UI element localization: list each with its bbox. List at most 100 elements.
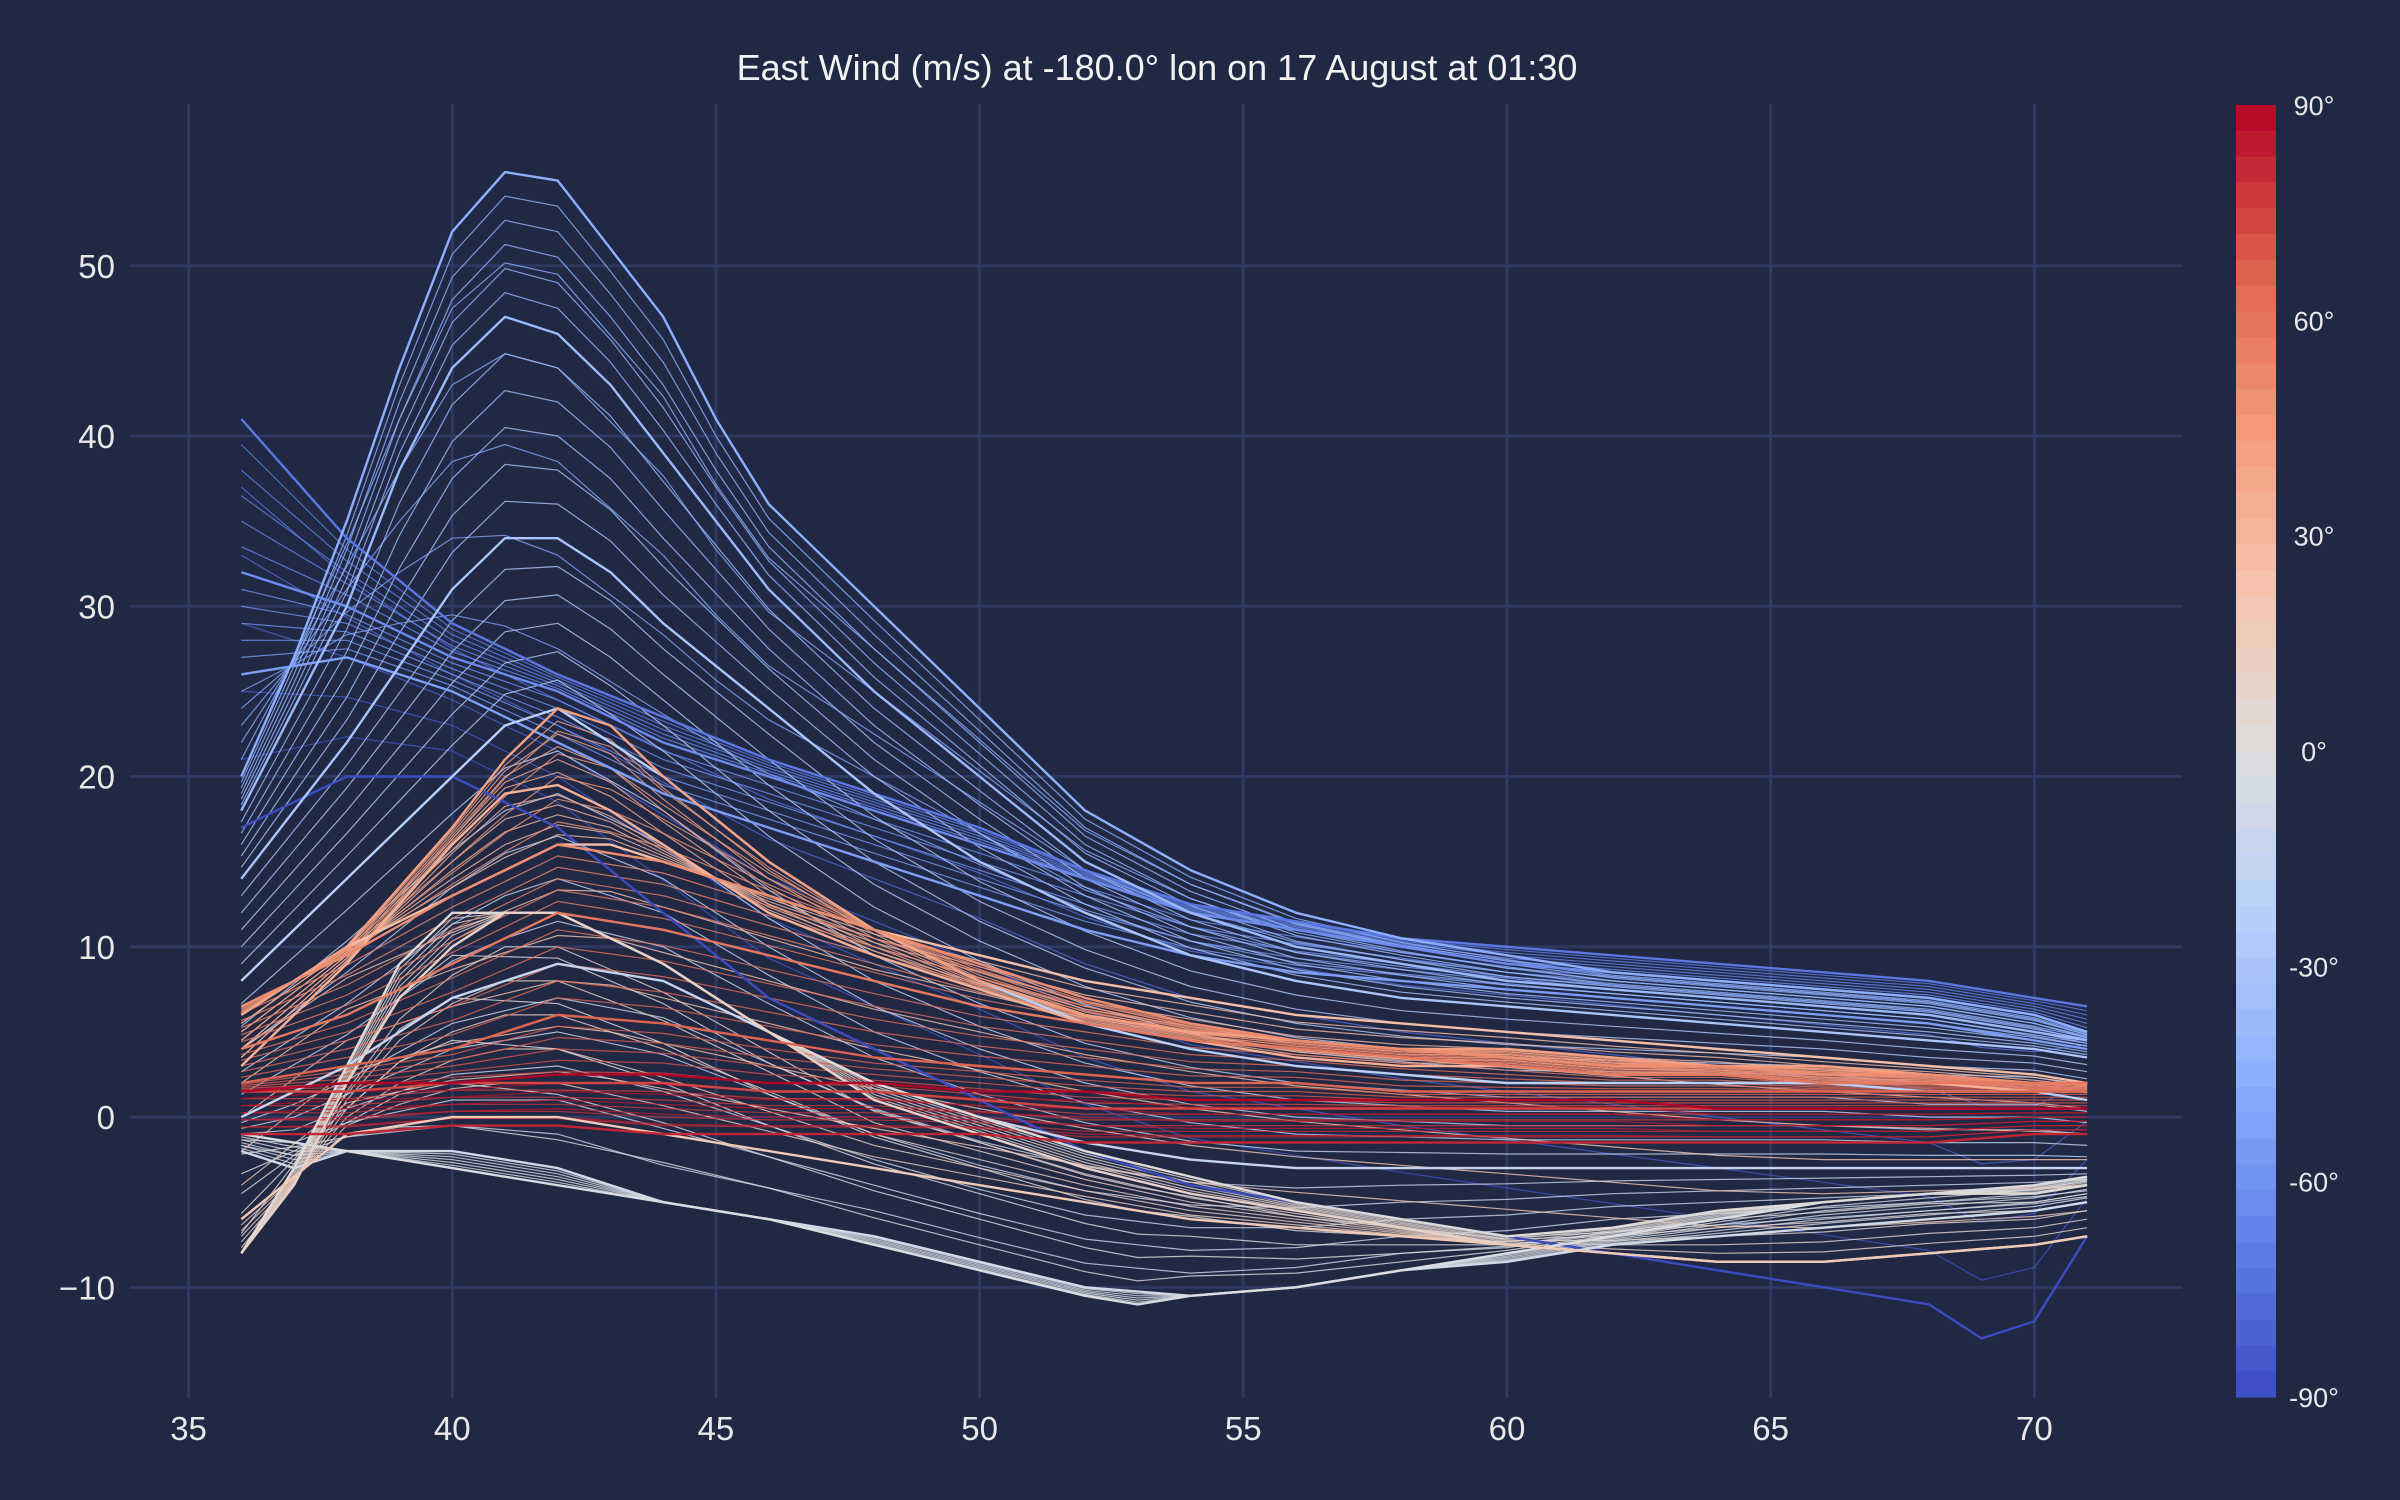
profile-line: [241, 1073, 2088, 1110]
x-tick-label: 35: [170, 1410, 207, 1447]
y-tick-label: 50: [78, 248, 115, 285]
colorbar-segment: [2236, 363, 2276, 390]
interpolated-profile-line: [241, 736, 2088, 1281]
interpolated-profile-line: [240, 353, 2088, 1044]
profile-line: [241, 656, 2088, 1051]
interpolated-profile-line: [240, 486, 2088, 1053]
colorbar-segment: [2236, 776, 2276, 804]
chart-title: East Wind (m/s) at -180.0° lon on 17 Aug…: [737, 47, 1578, 88]
x-tick-label: 55: [1225, 1410, 1262, 1447]
colorbar-segment: [2236, 570, 2276, 597]
profile-line: [240, 1149, 2088, 1298]
interpolated-profile-line: [241, 997, 2088, 1091]
colorbar-segment: [2236, 725, 2276, 752]
x-tick-label: 45: [698, 1410, 735, 1447]
colorbar-segment: [2236, 440, 2276, 468]
colorbar: 90° 60° 30° 0° -30° -60° -90°: [2236, 91, 2339, 1413]
colorbar-tick-label: -30°: [2289, 952, 2339, 982]
colorbar-segment: [2236, 466, 2276, 494]
interpolated-profile-line: [240, 443, 2088, 1041]
colorbar-segment: [2236, 311, 2276, 339]
profile-line: [240, 707, 2088, 1102]
interpolated-profile-line: [240, 753, 2088, 1084]
interpolated-profile-line: [240, 934, 2088, 1135]
colorbar-segment: [2236, 802, 2276, 830]
interpolated-profile-line: [241, 855, 2088, 1084]
interpolated-profile-line: [241, 1090, 2088, 1121]
interpolated-profile-line: [240, 219, 2088, 1036]
x-axis: 35 40 45 50 55 60 65 70: [170, 1410, 2052, 1447]
y-tick-label: −10: [59, 1269, 115, 1306]
interpolated-profile-line: [241, 889, 2088, 1084]
colorbar-segment: [2236, 1164, 2276, 1191]
colorbar-segment: [2236, 673, 2276, 700]
x-tick-label: 40: [434, 1410, 471, 1447]
colorbar-segment: [2236, 1009, 2276, 1036]
interpolated-profile-line: [241, 980, 2088, 1090]
colorbar-segment: [2236, 260, 2276, 287]
colorbar-segment: [2236, 337, 2276, 364]
colorbar-segment: [2236, 1319, 2276, 1346]
interpolated-profile-line: [241, 1059, 2088, 1104]
interpolated-profile-line: [241, 900, 2088, 1084]
colorbar-segment: [2236, 1190, 2276, 1217]
interpolated-profile-line: [241, 1139, 2088, 1301]
colorbar-segment: [2236, 1061, 2276, 1088]
interpolated-profile-line: [241, 1065, 2088, 1229]
profile-line: [240, 707, 2088, 1085]
y-tick-label: 20: [78, 759, 115, 796]
colorbar-segment: [2236, 208, 2276, 235]
profile-line: [241, 1013, 2088, 1093]
interpolated-profile-line: [241, 866, 2088, 1084]
colorbar-segment: [2236, 931, 2276, 959]
interpolated-profile-line: [241, 1025, 2088, 1096]
interpolated-profile-line: [241, 1142, 2088, 1299]
colorbar-segment: [2236, 130, 2276, 158]
interpolated-profile-line: [241, 1107, 2088, 1132]
profile-line: [240, 418, 2088, 1008]
interpolated-profile-line: [241, 775, 2088, 1084]
colorbar-segment: [2236, 234, 2276, 261]
interpolated-profile-line: [240, 426, 2088, 1050]
interpolated-profile-line: [241, 1036, 2088, 1098]
colorbar-segment: [2236, 1216, 2276, 1243]
colorbar-segment: [2236, 880, 2276, 907]
line-series: [240, 170, 2089, 1340]
colorbar-segment: [2236, 957, 2276, 985]
colorbar-segment: [2236, 1241, 2276, 1269]
colorbar-segment: [2236, 544, 2276, 571]
interpolated-profile-line: [240, 594, 2088, 1073]
profile-line: [240, 1115, 2088, 1264]
colorbar-segment: [2236, 518, 2276, 545]
colorbar-segment: [2236, 699, 2276, 726]
interpolated-profile-line: [240, 469, 2088, 1016]
colorbar-segment: [2236, 492, 2276, 520]
colorbar-segment: [2236, 285, 2276, 313]
interpolated-profile-line: [240, 292, 2088, 1040]
profile-line: [240, 843, 2088, 1085]
profile-line: [240, 170, 2088, 1034]
profile-line: [240, 537, 2088, 1059]
y-axis: −10 0 10 20 30 40 50: [59, 248, 115, 1307]
y-tick-label: 30: [78, 588, 115, 625]
colorbar-tick-label: 60°: [2294, 306, 2335, 336]
colorbar-segment: [2236, 854, 2276, 881]
profile-line: [240, 315, 2088, 1042]
interpolated-profile-line: [240, 243, 2088, 1037]
colorbar-segment: [2236, 595, 2276, 623]
x-tick-label: 60: [1489, 1410, 1526, 1447]
y-tick-label: 0: [97, 1099, 115, 1136]
x-tick-label: 70: [2016, 1410, 2053, 1447]
profile-line: [240, 962, 2088, 1170]
colorbar-segment: [2236, 105, 2276, 132]
colorbar-tick-label: -90°: [2289, 1383, 2339, 1413]
colorbar-segment: [2236, 156, 2276, 184]
colorbar-tick-label: 0°: [2301, 737, 2327, 767]
y-tick-label: 40: [78, 418, 115, 455]
colorbar-segment: [2236, 1086, 2276, 1114]
colorbar-segment: [2236, 389, 2276, 416]
colorbar-segment: [2236, 1345, 2276, 1372]
interpolated-profile-line: [241, 690, 2088, 1223]
interpolated-profile-line: [240, 500, 2088, 1056]
